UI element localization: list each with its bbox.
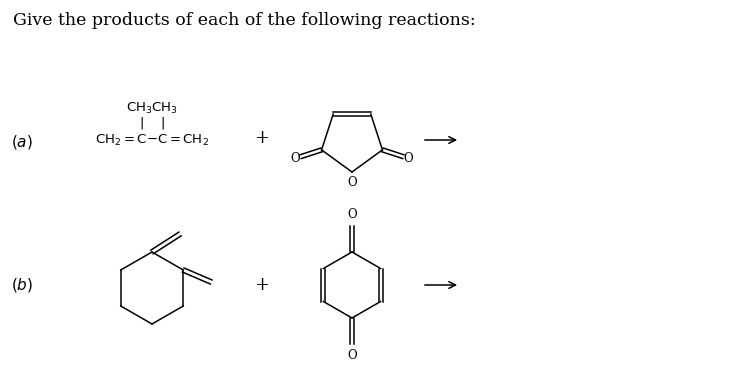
- Text: O: O: [347, 349, 357, 362]
- Text: Give the products of each of the following reactions:: Give the products of each of the followi…: [13, 12, 475, 29]
- Text: $\mathrm{CH_3CH_3}$: $\mathrm{CH_3CH_3}$: [126, 100, 178, 116]
- Text: $|\ \ \ \ |$: $|\ \ \ \ |$: [139, 115, 165, 131]
- Text: $\mathrm{CH_2{=}C{-}C{=}CH_2}$: $\mathrm{CH_2{=}C{-}C{=}CH_2}$: [95, 133, 209, 147]
- Text: O: O: [404, 152, 413, 165]
- Text: +: +: [255, 129, 270, 147]
- Text: O: O: [291, 152, 300, 165]
- Text: $(b)$: $(b)$: [11, 276, 33, 294]
- Text: O: O: [347, 176, 357, 189]
- Text: +: +: [255, 276, 270, 294]
- Text: O: O: [347, 208, 357, 221]
- Text: $(a)$: $(a)$: [11, 133, 33, 151]
